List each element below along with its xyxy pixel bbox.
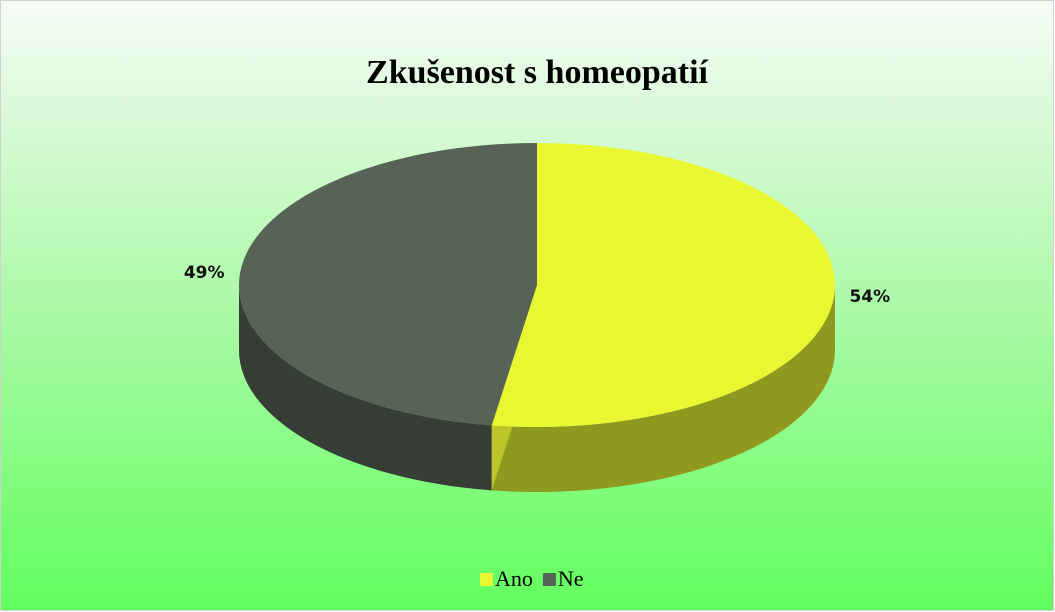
- data-label: 49%: [184, 263, 225, 283]
- slice: [239, 143, 537, 426]
- data-label: 54%: [849, 287, 890, 307]
- slice-side-shade: [239, 285, 492, 491]
- legend-label: Ne: [558, 566, 584, 591]
- legend-swatch: [480, 573, 493, 586]
- slice: [491, 143, 836, 427]
- legend-swatch: [542, 573, 556, 586]
- slice-side: [491, 285, 835, 492]
- legend-label: Ano: [495, 566, 533, 591]
- slice-side-shade: [491, 285, 835, 492]
- slice-side: [239, 285, 492, 491]
- chart-title: Zkušenost s homeopatií: [366, 54, 709, 91]
